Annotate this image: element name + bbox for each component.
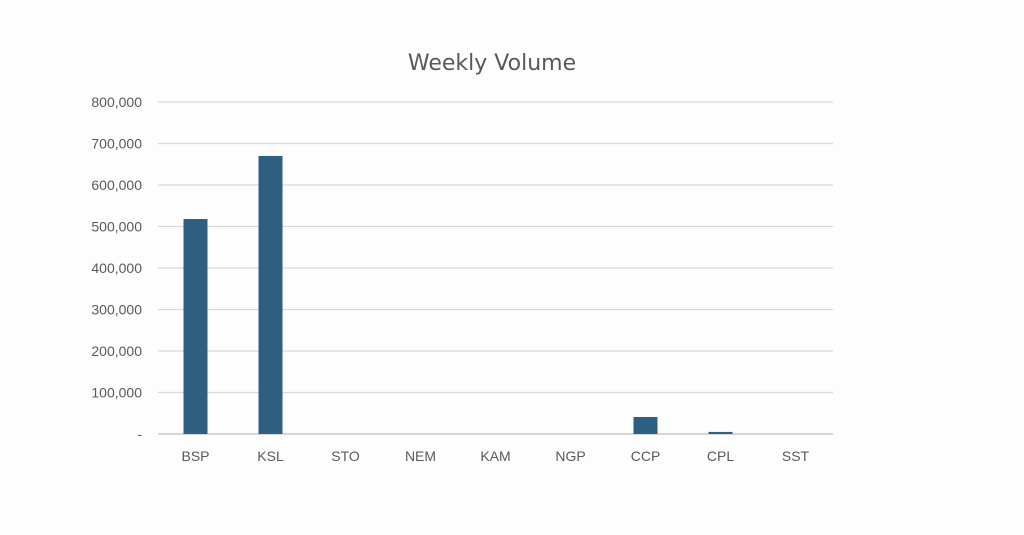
y-tick-label: 500,000 bbox=[91, 219, 142, 235]
y-tick-label: 700,000 bbox=[91, 136, 142, 152]
bar-ksl bbox=[258, 155, 283, 434]
x-tick-label-nem: NEM bbox=[405, 448, 436, 464]
x-tick-label-ccp: CCP bbox=[631, 448, 661, 464]
x-tick-label-ngp: NGP bbox=[555, 448, 585, 464]
bar-cpl bbox=[708, 431, 733, 434]
x-tick-label-sst: SST bbox=[782, 448, 810, 464]
x-tick-label-kam: KAM bbox=[480, 448, 510, 464]
x-tick-label-sto: STO bbox=[331, 448, 360, 464]
x-tick-label-cpl: CPL bbox=[707, 448, 734, 464]
x-tick-label-bsp: BSP bbox=[181, 448, 209, 464]
bars bbox=[183, 155, 733, 434]
bar-bsp bbox=[183, 219, 208, 434]
chart-title: Weekly Volume bbox=[408, 51, 576, 76]
y-tick-label: 600,000 bbox=[91, 177, 142, 193]
y-tick-label: 400,000 bbox=[91, 260, 142, 276]
y-tick-label: - bbox=[137, 426, 142, 442]
x-tick-label-ksl: KSL bbox=[257, 448, 284, 464]
y-tick-label: 800,000 bbox=[91, 94, 142, 110]
bar-ccp bbox=[633, 416, 658, 434]
x-axis-tick-labels: BSP KSL STO NEM KAM NGP CCP CPL SST bbox=[181, 448, 809, 464]
y-tick-label: 200,000 bbox=[91, 343, 142, 359]
y-axis-tick-labels: - 100,000 200,000 300,000 400,000 500,000 600,… bbox=[91, 94, 142, 442]
y-tick-label: 100,000 bbox=[91, 385, 142, 401]
y-tick-label: 300,000 bbox=[91, 302, 142, 318]
